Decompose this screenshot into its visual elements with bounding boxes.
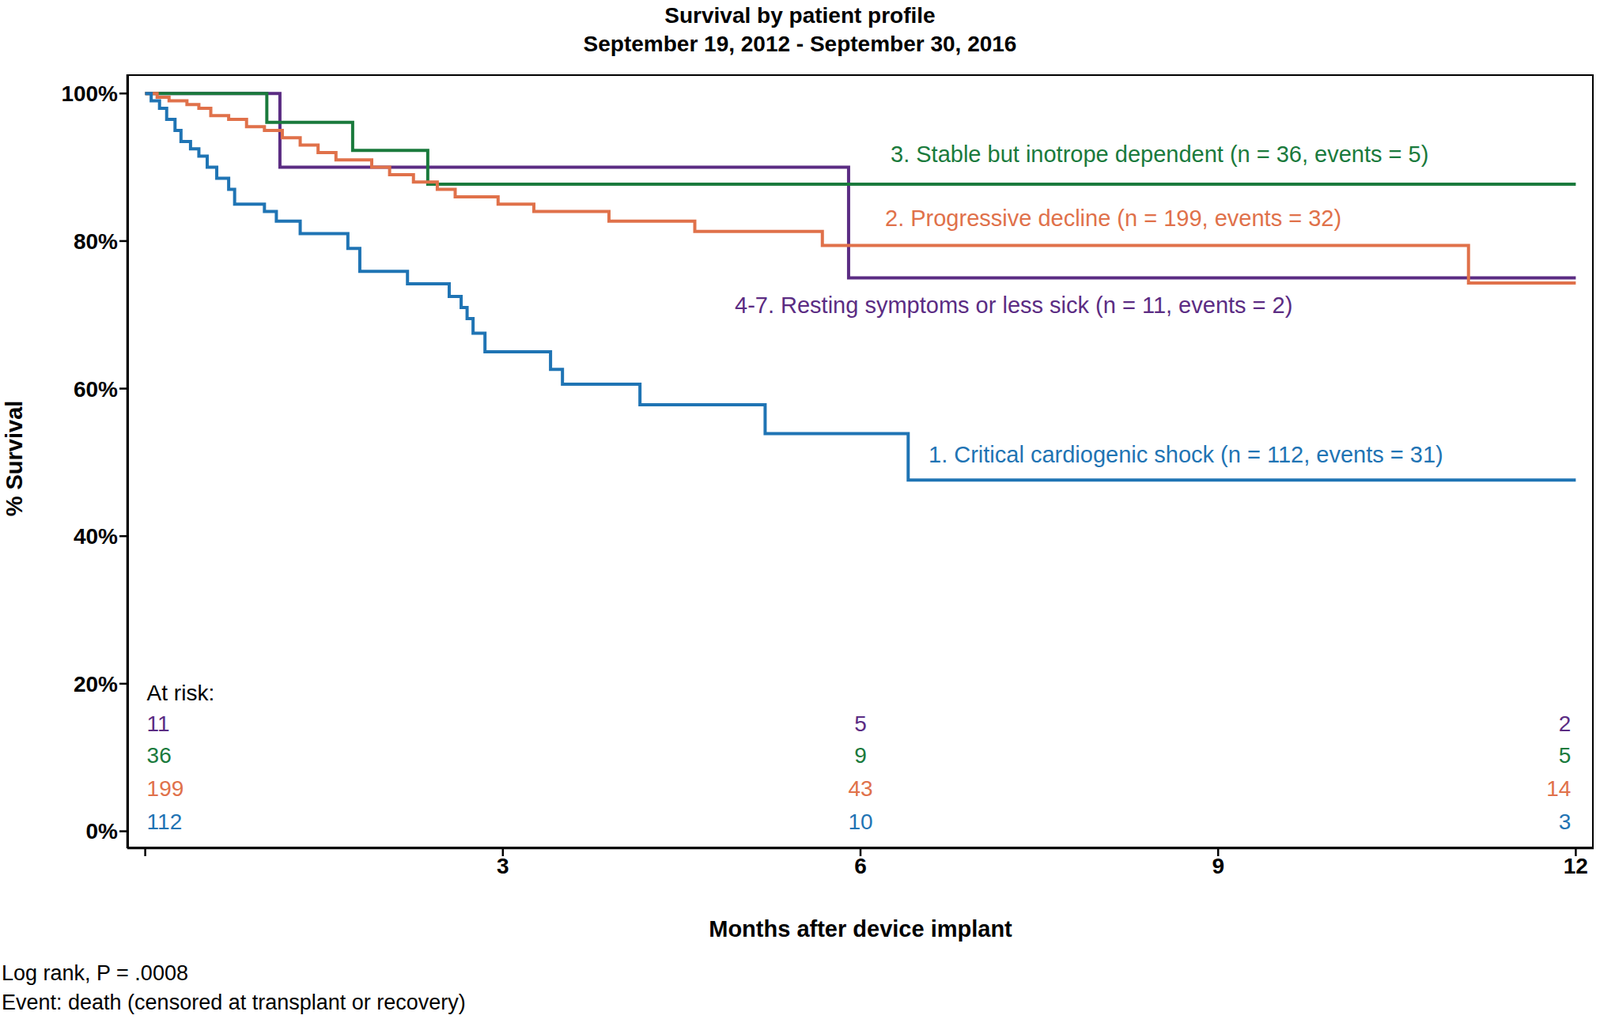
svg-text:40%: 40%	[73, 524, 118, 549]
html-text:10: 10	[848, 809, 873, 835]
html-text:3: 3	[1558, 809, 1572, 835]
svg-text:3: 3	[496, 854, 510, 879]
html-text:5: 5	[1558, 743, 1572, 768]
html-text:Log rank, P = .0008: Log rank, P = .0008	[1, 961, 189, 986]
html-text:11: 11	[146, 711, 170, 737]
html-text:43: 43	[848, 776, 873, 802]
html-text:Event: death (censored at tran: Event: death (censored at transplant or …	[1, 991, 466, 1015]
svg-text:60%: 60%	[73, 377, 118, 402]
html-text:112: 112	[146, 809, 183, 835]
html-text:2: 2	[1558, 711, 1572, 737]
svg-text:0%: 0%	[86, 819, 119, 844]
html-text:% Survival: % Survival	[1, 400, 27, 517]
html-text:September 19, 2012 - September: September 19, 2012 - September 30, 2016	[583, 31, 1017, 57]
html-text:5: 5	[854, 711, 867, 737]
html-text:At risk:: At risk:	[146, 680, 215, 706]
svg-text:80%: 80%	[73, 229, 118, 254]
html-text:Months after device implant: Months after device implant	[708, 916, 1013, 942]
svg-text:20%: 20%	[73, 672, 118, 697]
html-text:Survival by patient profile: Survival by patient profile	[664, 3, 936, 28]
html-text:1. Critical cardiogenic shock: 1. Critical cardiogenic shock (n = 112, …	[928, 442, 1444, 468]
html-text:14: 14	[1546, 776, 1572, 802]
svg-text:12: 12	[1563, 854, 1589, 879]
html-text:4-7. Resting symptoms or less: 4-7. Resting symptoms or less sick (n = …	[734, 292, 1293, 318]
svg-text:9: 9	[1211, 854, 1225, 879]
html-text:199: 199	[146, 776, 184, 802]
html-text:2. Progressive decline (n = 19: 2. Progressive decline (n = 199, events …	[885, 205, 1342, 231]
svg-text:100%: 100%	[60, 81, 118, 106]
html-text:3. Stable but inotrope depende: 3. Stable but inotrope dependent (n = 36…	[890, 141, 1429, 167]
html-text:9: 9	[854, 743, 867, 768]
html-text:36: 36	[146, 743, 172, 768]
svg-text:6: 6	[854, 854, 867, 879]
